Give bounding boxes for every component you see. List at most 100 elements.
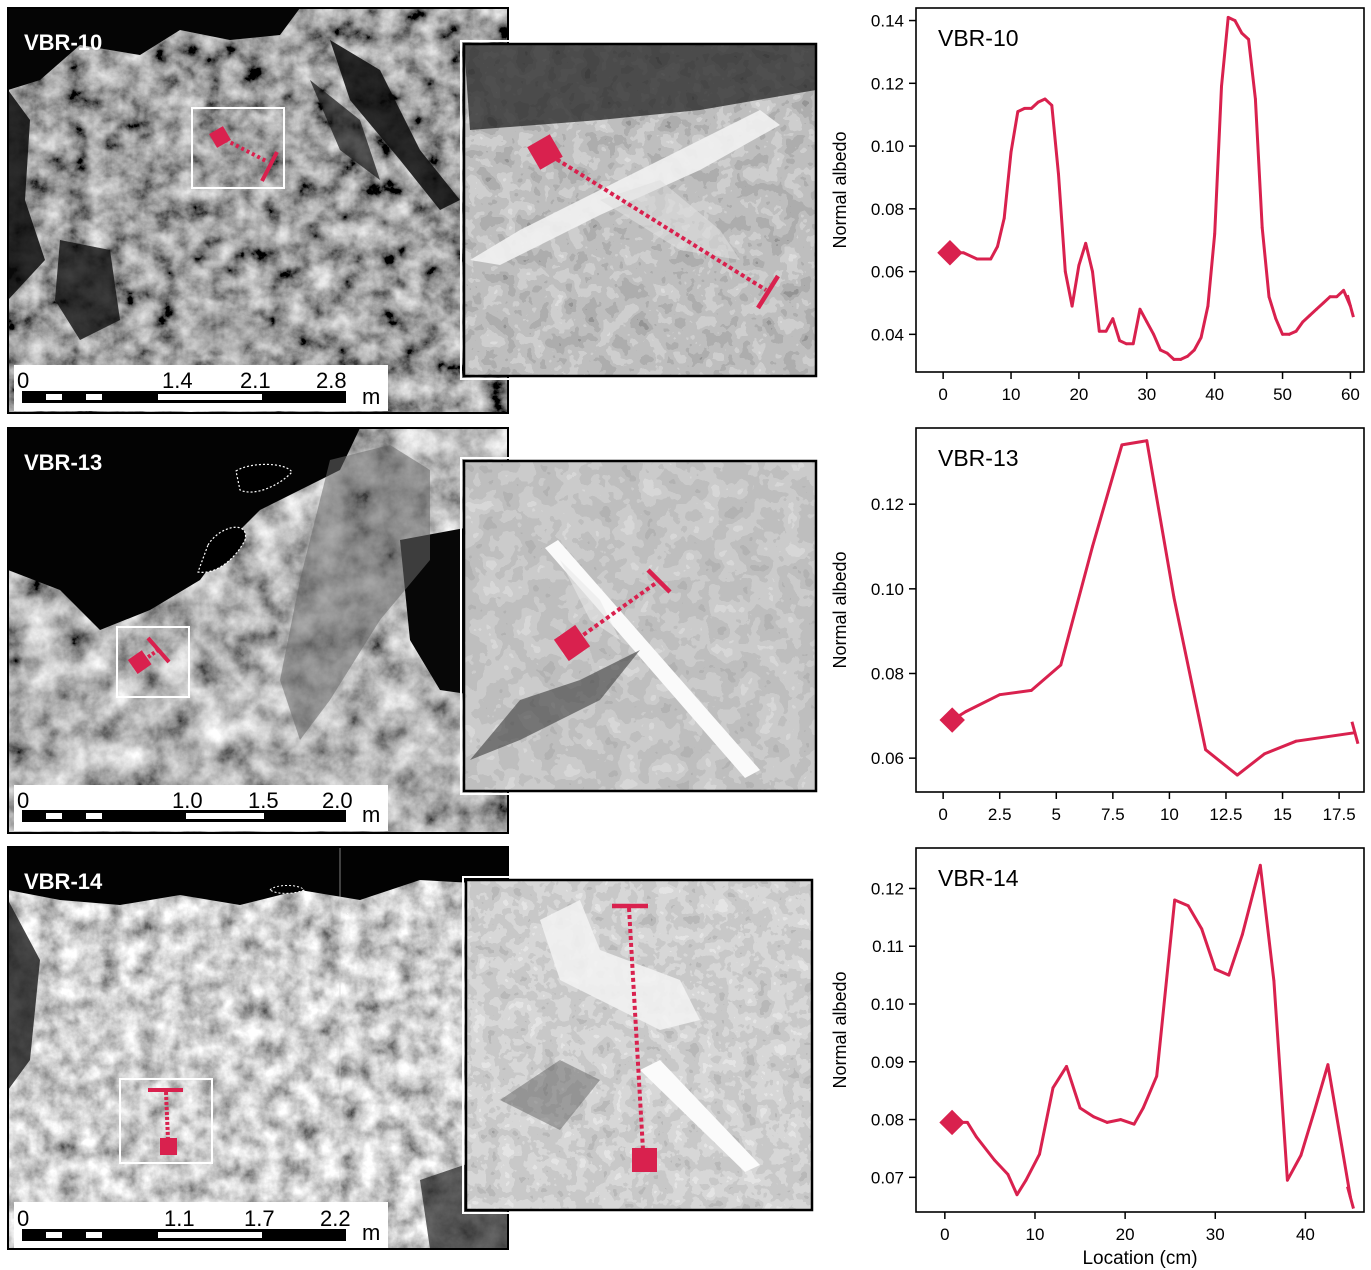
y-tick-label: 0.06 [871, 263, 904, 282]
data-point [1199, 336, 1203, 339]
chart-title: VBR-10 [938, 25, 1019, 51]
data-point [1220, 85, 1223, 88]
end-marker [1345, 294, 1355, 318]
y-tick-label: 0.14 [871, 12, 904, 31]
svg-text:0: 0 [17, 1206, 29, 1231]
data-point [1138, 307, 1142, 311]
data-point [1006, 1173, 1010, 1176]
data-point [1186, 904, 1190, 908]
data-point [1235, 773, 1239, 777]
data-point [1111, 317, 1115, 321]
chart-title: VBR-14 [938, 865, 1019, 891]
x-tick-label: 10 [1002, 385, 1021, 404]
data-point [1141, 1106, 1145, 1110]
data-point [1158, 348, 1162, 352]
data-point [1253, 97, 1257, 101]
data-point [1063, 270, 1067, 273]
data-point [1213, 967, 1217, 971]
data-point [1078, 1106, 1082, 1110]
data-point [1029, 107, 1033, 110]
data-point [1104, 329, 1108, 333]
data-point [1009, 150, 1013, 154]
x-tick-label: 30 [1206, 1225, 1225, 1244]
data-point [1070, 304, 1074, 308]
y-tick-label: 0.08 [871, 1111, 904, 1130]
y-tick-label: 0.06 [871, 749, 904, 768]
series-line [951, 439, 1356, 777]
inset-box [119, 1078, 213, 1164]
data-point [1226, 16, 1230, 19]
data-point [1313, 1109, 1316, 1113]
data-point [1024, 1178, 1028, 1182]
plot-frame [915, 847, 1365, 1213]
data-point [993, 1158, 996, 1162]
transect-marker [612, 903, 657, 1172]
data-point [1326, 1063, 1330, 1067]
series-line [949, 15, 1352, 361]
x-tick-label: 0 [938, 805, 947, 824]
data-point [1023, 107, 1027, 110]
y-axis-label: Normal albedo [830, 551, 850, 668]
data-point [1233, 19, 1237, 22]
data-point [1125, 342, 1128, 346]
x-tick-label: 5 [1052, 805, 1061, 824]
data-point [974, 1135, 978, 1139]
svg-text:2.8: 2.8 [316, 368, 347, 393]
data-point [996, 245, 999, 248]
svg-text:1.5: 1.5 [248, 788, 279, 813]
data-point [1051, 1086, 1055, 1090]
y-tick-label: 0.11 [872, 937, 904, 956]
albedo-chart-vbr-14: 0 10 20 30 40 0.07 0.08 0.09 0.10 0.11 0.12 Normal … [830, 847, 1365, 1269]
svg-text:m: m [362, 384, 380, 409]
y-tick-label: 0.10 [871, 137, 904, 156]
data-point [1299, 1153, 1303, 1157]
x-tick-label: 50 [1273, 385, 1292, 404]
x-tick-label: 12.5 [1209, 805, 1242, 824]
y-tick-label: 0.08 [871, 200, 904, 219]
x-tick-label: 40 [1205, 385, 1224, 404]
data-point [964, 710, 968, 713]
data-point [1029, 689, 1033, 692]
x-tick-label: 2.5 [988, 805, 1012, 824]
data-point [1294, 329, 1298, 333]
data-point [1050, 103, 1054, 107]
transect-marker [527, 134, 780, 310]
y-axis-label: Normal albedo [830, 971, 850, 1088]
data-point [1206, 304, 1210, 308]
sample-label: VBR-14 [24, 869, 103, 894]
data-point [1263, 752, 1266, 756]
data-point [1091, 270, 1094, 273]
data-point [1043, 97, 1047, 101]
start-marker [939, 1109, 965, 1136]
context-image-vbr-14 [8, 847, 508, 1249]
x-tick-label: 20 [1116, 1225, 1135, 1244]
data-point [1002, 216, 1006, 220]
end-marker [1350, 721, 1360, 745]
x-tick-label: 17.5 [1323, 805, 1356, 824]
data-point [1172, 358, 1176, 361]
x-tick-label: 0 [938, 385, 947, 404]
data-point [1272, 979, 1276, 983]
data-point [1145, 439, 1149, 443]
data-point [1315, 307, 1318, 311]
data-point [1247, 37, 1251, 41]
y-tick-label: 0.10 [871, 995, 904, 1014]
data-point [1016, 110, 1020, 113]
scale-bar: 0 1.4 2.1 2.8 m [14, 365, 388, 411]
chart-title: VBR-13 [938, 445, 1019, 471]
data-point [1342, 289, 1346, 292]
x-tick-label: 40 [1296, 1225, 1315, 1244]
svg-text:2.0: 2.0 [322, 788, 353, 813]
data-point [1172, 595, 1176, 599]
data-point [1145, 320, 1149, 324]
x-tick-label: 15 [1273, 805, 1292, 824]
data-point [1227, 973, 1231, 977]
data-point [1328, 295, 1332, 299]
data-point [962, 251, 965, 255]
data-point [1065, 1065, 1068, 1068]
x-tick-label: 0 [940, 1225, 949, 1244]
y-axis-label: Normal albedo [830, 131, 850, 248]
data-point [1179, 358, 1183, 361]
x-axis-label: Location (cm) [1082, 1248, 1197, 1269]
data-point [1335, 295, 1339, 299]
